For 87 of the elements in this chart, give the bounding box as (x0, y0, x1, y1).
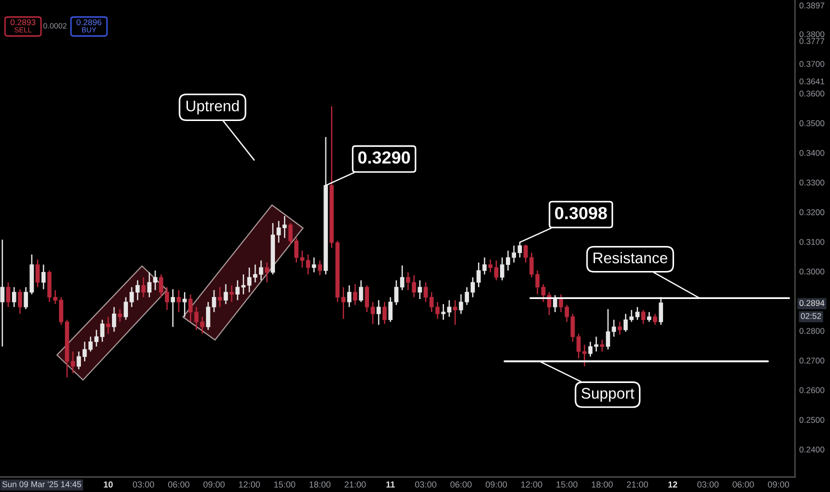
x-tick-label: 12 (668, 481, 678, 488)
y-tick-label: 0.3897 (799, 2, 824, 8)
candlestick (641, 309, 646, 325)
x-tick-label: 09:00 (768, 481, 790, 488)
candlestick (41, 264, 46, 290)
x-tick-label: 09:00 (486, 481, 507, 488)
text: Resistance (594, 252, 668, 264)
candlestick (600, 339, 604, 352)
candlestick (418, 280, 422, 300)
candlestick (18, 288, 22, 314)
candlestick (182, 292, 187, 318)
x-tick-label: 03:00 (132, 481, 154, 488)
x-tick-label: 21:00 (626, 481, 648, 488)
candlestick (652, 313, 658, 326)
annotation: 0.2896 (76, 19, 102, 26)
y-tick-label: 0.2800 (799, 328, 824, 334)
annotation: 0.2893 (10, 19, 36, 26)
candlestick (341, 286, 346, 320)
candlestick (170, 288, 175, 328)
y-tick-label: 0.2500 (799, 416, 824, 423)
candlestick (312, 256, 316, 273)
x-tick-label: 15:00 (274, 481, 296, 488)
y-tick-label: 0.3400 (799, 150, 824, 156)
candlestick (353, 284, 358, 306)
candlestick (453, 300, 458, 326)
candlestick (406, 272, 410, 291)
candlestick (218, 286, 222, 308)
candlestick (70, 350, 76, 374)
x-tick-label: 15:00 (556, 481, 578, 488)
candlestick (106, 316, 110, 334)
y-tick-label: 0.3600 (799, 90, 824, 97)
y-tick-label: 0.2400 (799, 446, 824, 453)
candlestick (264, 262, 270, 284)
candlestick (376, 300, 381, 326)
candlestick (552, 294, 558, 313)
y-tick-label: 0.2894 (799, 300, 824, 306)
x-tick-label: 03:00 (697, 481, 719, 488)
candlestick (618, 321, 622, 336)
candlestick (12, 286, 16, 308)
candlestick (235, 280, 240, 301)
candlestick (224, 284, 228, 305)
x-tick-label: 06:00 (450, 481, 472, 488)
y-tick-label: 0.3500 (799, 120, 824, 126)
x-tick-label: 18:00 (592, 481, 613, 488)
candlestick (647, 311, 652, 322)
candlestick (188, 294, 193, 322)
x-tick-label: 18:00 (310, 481, 330, 488)
candlestick (412, 274, 416, 298)
series-label: Support (582, 388, 634, 402)
y-tick-label: 0.2700 (799, 358, 824, 364)
text: Sun 09 Mar '25 14:45 (2, 481, 82, 488)
candlestick (230, 284, 234, 303)
candlestick (112, 306, 116, 332)
x-tick-label: 03:00 (415, 481, 436, 488)
annotation: 0.3098 (555, 206, 607, 220)
candlestick (141, 276, 146, 298)
y-tick-label: 0.3100 (799, 238, 824, 245)
annotation: Uptrend (186, 100, 239, 114)
y-tick-label: 0.3800 (799, 31, 824, 38)
annotation: 0.3290 (358, 151, 410, 164)
y-tick-label: 0.3200 (799, 209, 824, 216)
candlestick (635, 306, 640, 320)
candlestick (347, 284, 352, 308)
candlestick (6, 282, 10, 308)
candlestick (658, 296, 664, 326)
x-tick-label: 09:00 (203, 481, 225, 488)
y-tick-label: 0.2600 (799, 387, 824, 394)
x-tick-label: 06:00 (732, 481, 754, 488)
candlestick (176, 289, 181, 313)
x-tick-label: 12:00 (239, 481, 260, 488)
y-tick-label: 0.3641 (799, 78, 824, 84)
x-tick-label: 11 (386, 481, 395, 488)
x-tick-label: 12:00 (521, 481, 542, 488)
x-tick-label: 06:00 (168, 481, 190, 488)
text: 02:52 (800, 313, 821, 319)
y-tick-label: 0.3300 (799, 180, 824, 186)
candlestick (36, 258, 40, 288)
candlestick (382, 301, 387, 325)
candlestick (118, 308, 122, 322)
candlestick (0, 239, 4, 348)
y-tick-label: 0.3777 (799, 38, 824, 44)
x-tick-label: 10 (104, 481, 113, 488)
x-tick-label: 21:00 (344, 481, 366, 488)
y-tick-label: 0.3000 (799, 268, 824, 275)
candlestick (358, 280, 364, 303)
candlestick (318, 260, 322, 276)
y-tick-label: 0.3700 (799, 60, 824, 67)
